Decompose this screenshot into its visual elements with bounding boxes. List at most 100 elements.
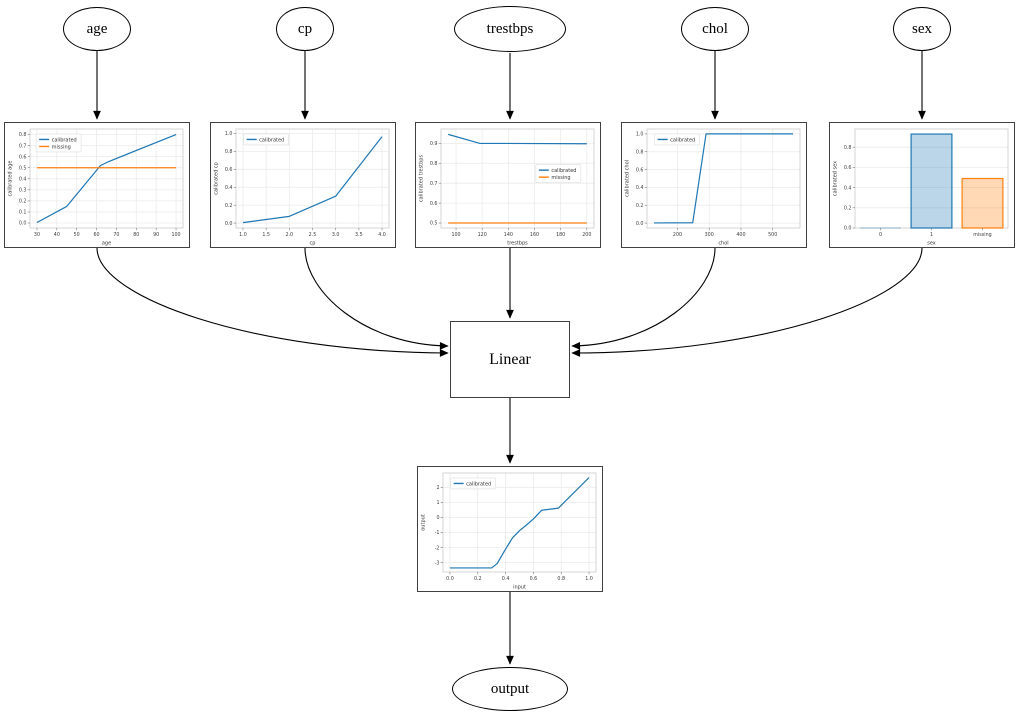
node-sex-label: sex bbox=[912, 20, 932, 37]
gridlines bbox=[443, 473, 596, 572]
svg-text:input: input bbox=[513, 585, 526, 591]
svg-text:1.0: 1.0 bbox=[636, 132, 644, 138]
svg-text:-1: -1 bbox=[435, 530, 440, 536]
edge-chol-plot-to-linear bbox=[571, 247, 716, 350]
node-output-label: output bbox=[490, 680, 530, 697]
svg-text:0: 0 bbox=[879, 232, 882, 238]
edge-age-plot-to-linear bbox=[96, 247, 449, 357]
node-age-label: age bbox=[86, 20, 108, 37]
svg-text:1.0: 1.0 bbox=[239, 232, 247, 238]
svg-text:500: 500 bbox=[768, 232, 777, 238]
svg-text:120: 120 bbox=[478, 232, 487, 238]
svg-text:calibrated: calibrated bbox=[466, 481, 491, 487]
svg-text:0.4: 0.4 bbox=[225, 185, 233, 191]
chart-trestbps-calibration: 100 120 140 160 180 200 0.5 0.6 0.7 0.8 0.9 trestbp… bbox=[419, 128, 595, 247]
svg-text:sex: sex bbox=[927, 241, 936, 247]
svg-text:200: 200 bbox=[582, 232, 591, 238]
svg-text:1: 1 bbox=[436, 500, 439, 506]
series-lines bbox=[653, 133, 794, 224]
svg-text:0.5: 0.5 bbox=[19, 165, 27, 171]
svg-text:0.0: 0.0 bbox=[225, 221, 233, 227]
svg-text:0.0: 0.0 bbox=[19, 221, 27, 227]
svg-text:0.6: 0.6 bbox=[636, 167, 644, 173]
svg-text:0.6: 0.6 bbox=[430, 201, 438, 207]
svg-text:calibrated sex: calibrated sex bbox=[833, 161, 839, 196]
chart-sex-calibration: 0 1 missing 0.0 0.2 0.4 0.6 0.8 sex calibrated se… bbox=[833, 128, 1009, 247]
svg-text:0.8: 0.8 bbox=[557, 576, 565, 582]
node-sex: sex bbox=[893, 7, 951, 51]
svg-text:1.0: 1.0 bbox=[225, 131, 233, 137]
svg-text:100: 100 bbox=[451, 232, 460, 238]
tick-labels: 1.0 1.5 2.0 2.5 3.0 3.5 4.0 0.0 0.2 0.4 0.6 0.8 1.0 bbox=[225, 131, 386, 238]
node-trestbps-label: trestbps bbox=[486, 20, 534, 37]
svg-text:output: output bbox=[421, 514, 427, 531]
panel-cp-calibration: 1.0 1.5 2.0 2.5 3.0 3.5 4.0 0.0 0.2 0.4 0.6 0.8 1.0 c… bbox=[210, 122, 396, 248]
svg-text:140: 140 bbox=[504, 232, 513, 238]
panel-sex-calibration: 0 1 missing 0.0 0.2 0.4 0.6 0.8 sex calibrated se… bbox=[829, 122, 1015, 248]
node-output: output bbox=[452, 667, 568, 711]
axis-labels: trestbps calibrated trestbps bbox=[419, 155, 529, 247]
svg-text:0.6: 0.6 bbox=[225, 167, 233, 173]
series-lines bbox=[36, 133, 177, 223]
svg-text:calibrated: calibrated bbox=[259, 137, 284, 143]
svg-text:0.8: 0.8 bbox=[19, 132, 27, 138]
svg-text:300: 300 bbox=[705, 232, 714, 238]
svg-text:0.1: 0.1 bbox=[19, 210, 27, 216]
legend: calibrated bbox=[243, 133, 289, 146]
tick-labels: 0.0 0.2 0.4 0.6 0.8 1.0 -3 -2 -1 0 1 2 bbox=[435, 485, 593, 582]
panel-age-calibration: 30 40 50 60 70 80 90 100 0.0 0.1 0.2 0.3 0.4 0.5 0.6 0.… bbox=[4, 122, 190, 248]
svg-text:60: 60 bbox=[94, 232, 100, 238]
svg-text:100: 100 bbox=[171, 232, 180, 238]
series-lines bbox=[449, 477, 590, 569]
svg-text:0.9: 0.9 bbox=[430, 141, 438, 147]
svg-text:chol: chol bbox=[718, 241, 728, 247]
svg-text:40: 40 bbox=[54, 232, 60, 238]
svg-text:0.4: 0.4 bbox=[19, 176, 27, 182]
svg-text:-2: -2 bbox=[435, 545, 440, 551]
svg-text:calibrated: calibrated bbox=[52, 137, 77, 143]
svg-text:0.8: 0.8 bbox=[844, 145, 852, 151]
tick-labels: 200 300 400 500 0.0 0.2 0.4 0.6 0.8 1.0 bbox=[636, 132, 777, 238]
svg-text:90: 90 bbox=[153, 232, 159, 238]
chart-cp-calibration: 1.0 1.5 2.0 2.5 3.0 3.5 4.00.00.20.40.60.81.0c… bbox=[214, 128, 390, 247]
svg-text:0: 0 bbox=[436, 515, 439, 521]
node-cp: cp bbox=[276, 7, 334, 51]
svg-text:0.0: 0.0 bbox=[844, 226, 852, 232]
svg-text:0.7: 0.7 bbox=[19, 143, 27, 149]
svg-text:0.2: 0.2 bbox=[474, 576, 482, 582]
svg-text:cp: cp bbox=[310, 241, 316, 247]
svg-text:2.0: 2.0 bbox=[285, 232, 293, 238]
bars bbox=[860, 133, 1004, 229]
svg-text:calibrated trestbps: calibrated trestbps bbox=[419, 155, 425, 203]
gridlines bbox=[236, 129, 389, 228]
chart-age-calibration: 30 40 50 60 70 80 90 100 0.0 0.1 0.2 0.3 0.4 0.5 0.6 0.… bbox=[8, 128, 184, 247]
svg-text:70: 70 bbox=[113, 232, 119, 238]
svg-text:4.0: 4.0 bbox=[378, 232, 386, 238]
svg-text:160: 160 bbox=[530, 232, 539, 238]
svg-text:0.6: 0.6 bbox=[844, 165, 852, 171]
tick-labels: 100 120 140 160 180 200 0.5 0.6 0.7 0.8 0.9 bbox=[430, 141, 592, 238]
series-lines bbox=[242, 136, 383, 224]
svg-text:1.5: 1.5 bbox=[262, 232, 270, 238]
svg-text:2: 2 bbox=[436, 485, 439, 491]
node-linear-label: Linear bbox=[489, 350, 531, 368]
svg-text:calibrated cp: calibrated cp bbox=[214, 162, 220, 195]
node-linear: Linear bbox=[450, 321, 570, 398]
svg-text:0.3: 0.3 bbox=[19, 188, 27, 194]
svg-text:missing: missing bbox=[973, 232, 991, 238]
axis-labels: chol calibrated chol bbox=[625, 160, 729, 247]
tick-labels: 0 1 missing 0.0 0.2 0.4 0.6 0.8 bbox=[844, 145, 992, 238]
svg-text:trestbps: trestbps bbox=[507, 241, 528, 247]
svg-text:0.4: 0.4 bbox=[636, 185, 644, 191]
svg-text:80: 80 bbox=[133, 232, 139, 238]
svg-text:0.8: 0.8 bbox=[225, 149, 233, 155]
svg-text:calibrated age: calibrated age bbox=[8, 161, 14, 197]
svg-text:30: 30 bbox=[34, 232, 40, 238]
svg-text:0.5: 0.5 bbox=[430, 221, 438, 227]
node-age: age bbox=[63, 7, 131, 51]
svg-text:180: 180 bbox=[556, 232, 565, 238]
legend: calibrated bbox=[450, 477, 496, 490]
